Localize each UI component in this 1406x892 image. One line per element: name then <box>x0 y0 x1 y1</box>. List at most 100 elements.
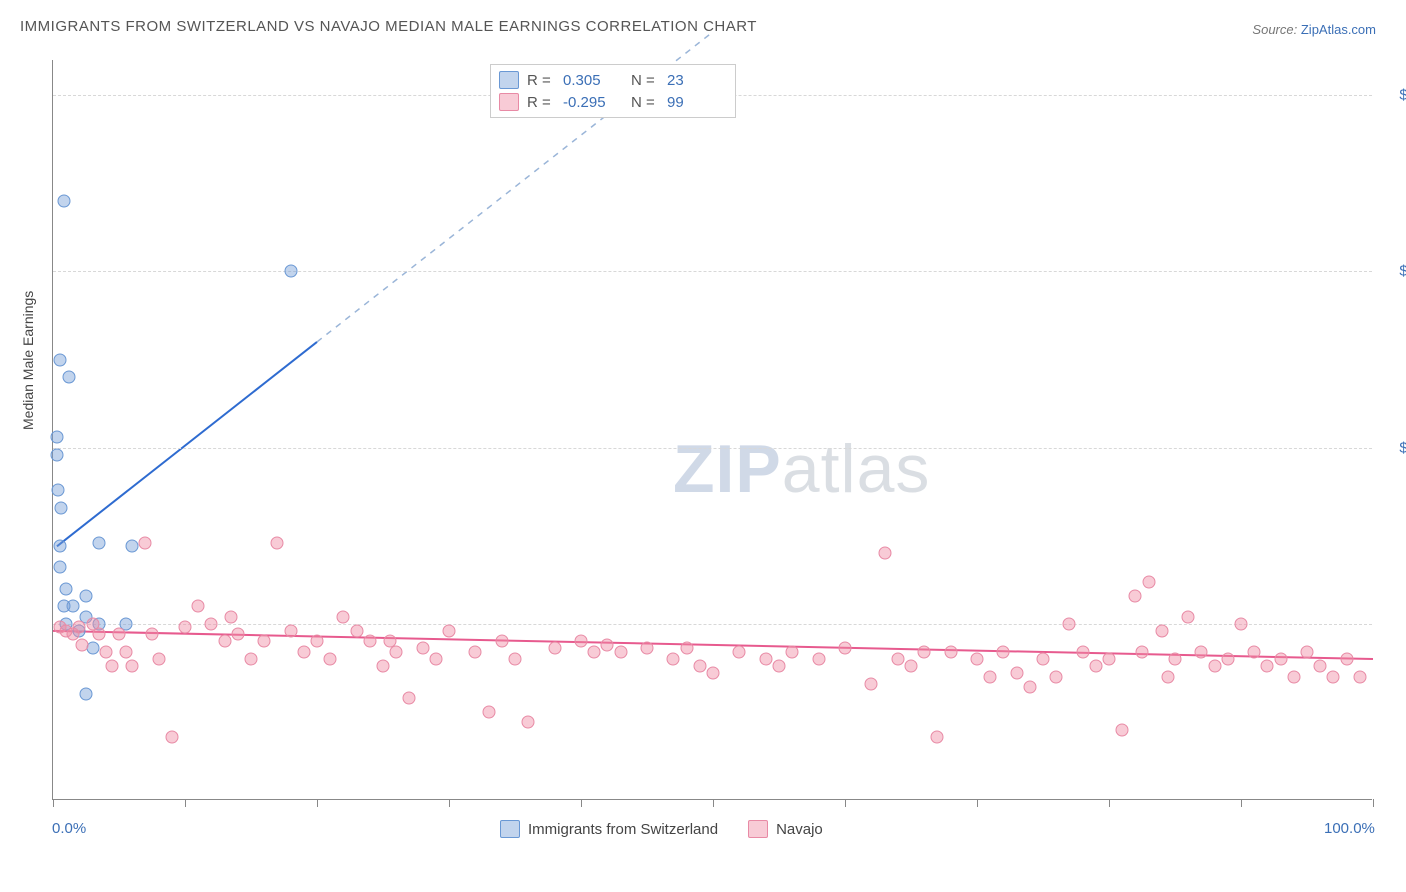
x-tick-label: 100.0% <box>1324 820 1375 837</box>
data-point <box>905 660 918 673</box>
data-point <box>57 194 70 207</box>
x-tick-label: 0.0% <box>52 820 86 837</box>
legend-swatch <box>500 820 520 838</box>
data-point <box>588 646 601 659</box>
data-point <box>707 667 720 680</box>
x-tick <box>581 799 582 807</box>
data-point <box>363 635 376 648</box>
data-point <box>1208 660 1221 673</box>
data-point <box>1155 624 1168 637</box>
source-link[interactable]: ZipAtlas.com <box>1301 22 1376 37</box>
data-point <box>997 646 1010 659</box>
data-point <box>1221 653 1234 666</box>
data-point <box>350 624 363 637</box>
stat-value-n: 99 <box>667 94 727 111</box>
data-point <box>1261 660 1274 673</box>
correlation-legend-row: R =0.305N =23 <box>499 69 727 91</box>
data-point <box>878 547 891 560</box>
data-point <box>192 600 205 613</box>
data-point <box>205 617 218 630</box>
y-tick-label: $150,000 <box>1382 263 1406 280</box>
data-point <box>80 688 93 701</box>
x-tick <box>1109 799 1110 807</box>
data-point <box>1050 670 1063 683</box>
data-point <box>93 536 106 549</box>
legend-item: Immigrants from Switzerland <box>500 820 718 838</box>
x-tick <box>1241 799 1242 807</box>
data-point <box>1116 723 1129 736</box>
data-point <box>284 624 297 637</box>
gridline-horizontal <box>53 448 1372 449</box>
data-point <box>53 561 66 574</box>
data-point <box>311 635 324 648</box>
data-point <box>1353 670 1366 683</box>
data-point <box>575 635 588 648</box>
data-point <box>1142 575 1155 588</box>
legend-item: Navajo <box>748 820 823 838</box>
chart-source: Source: ZipAtlas.com <box>1252 22 1376 37</box>
data-point <box>1089 660 1102 673</box>
gridline-horizontal <box>53 624 1372 625</box>
legend-label: Immigrants from Switzerland <box>528 821 718 838</box>
data-point <box>62 371 75 384</box>
data-point <box>126 540 139 553</box>
data-point <box>733 646 746 659</box>
data-point <box>218 635 231 648</box>
trend-line <box>57 342 317 546</box>
stat-value-r: 0.305 <box>563 72 623 89</box>
x-tick <box>449 799 450 807</box>
data-point <box>50 431 63 444</box>
legend-swatch <box>499 71 519 89</box>
y-axis-title: Median Male Earnings <box>20 291 36 430</box>
data-point <box>1103 653 1116 666</box>
chart-plot-area: ZIPatlas $50,000$100,000$150,000$200,000 <box>52 60 1372 800</box>
trend-lines-layer <box>53 60 1372 799</box>
data-point <box>1195 646 1208 659</box>
data-point <box>443 624 456 637</box>
data-point <box>548 642 561 655</box>
x-tick <box>977 799 978 807</box>
data-point <box>971 653 984 666</box>
data-point <box>53 540 66 553</box>
y-tick-label: $50,000 <box>1382 615 1406 632</box>
data-point <box>667 653 680 666</box>
data-point <box>179 621 192 634</box>
data-point <box>73 621 86 634</box>
stat-value-n: 23 <box>667 72 727 89</box>
data-point <box>57 600 70 613</box>
data-point <box>812 653 825 666</box>
data-point <box>416 642 429 655</box>
data-point <box>1287 670 1300 683</box>
data-point <box>80 589 93 602</box>
data-point <box>1248 646 1261 659</box>
x-tick <box>317 799 318 807</box>
data-point <box>53 353 66 366</box>
data-point <box>1037 653 1050 666</box>
data-point <box>759 653 772 666</box>
data-point <box>152 653 165 666</box>
data-point <box>258 635 271 648</box>
legend-swatch <box>499 93 519 111</box>
data-point <box>297 646 310 659</box>
data-point <box>52 483 65 496</box>
data-point <box>271 536 284 549</box>
data-point <box>918 646 931 659</box>
data-point <box>1010 667 1023 680</box>
data-point <box>390 646 403 659</box>
data-point <box>119 646 132 659</box>
data-point <box>99 646 112 659</box>
data-point <box>284 265 297 278</box>
data-point <box>614 646 627 659</box>
chart-title: IMMIGRANTS FROM SWITZERLAND VS NAVAJO ME… <box>20 18 757 35</box>
data-point <box>139 536 152 549</box>
data-point <box>944 646 957 659</box>
data-point <box>225 610 238 623</box>
data-point <box>126 660 139 673</box>
data-point <box>1023 681 1036 694</box>
data-point <box>984 670 997 683</box>
y-tick-label: $100,000 <box>1382 439 1406 456</box>
data-point <box>839 642 852 655</box>
correlation-legend-row: R =-0.295N =99 <box>499 91 727 113</box>
data-point <box>680 642 693 655</box>
data-point <box>482 705 495 718</box>
